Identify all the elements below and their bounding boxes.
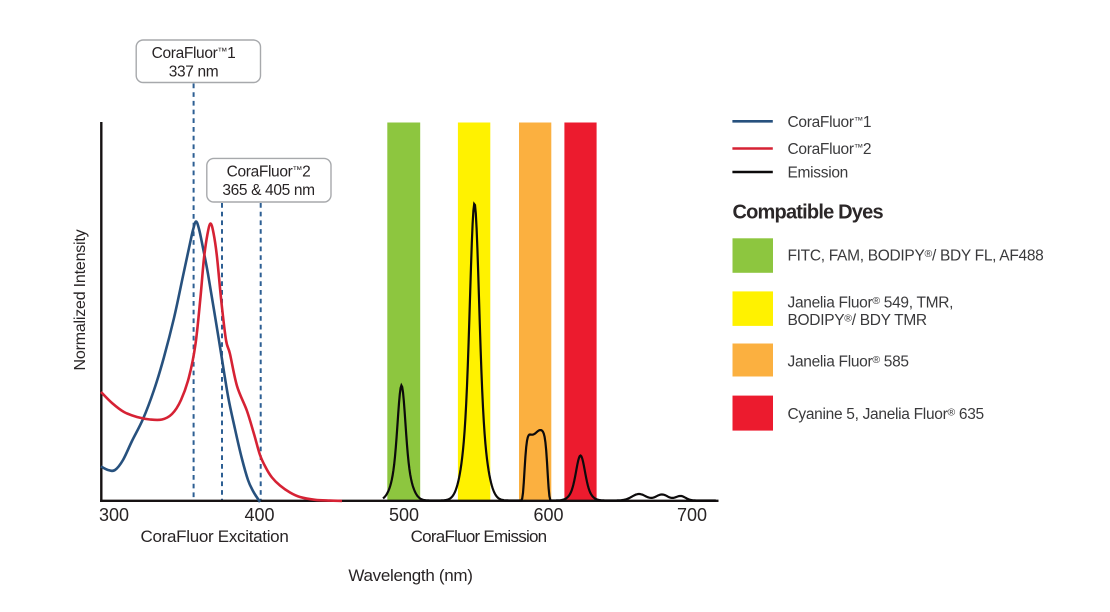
svg-text:CoraFluor Emission: CoraFluor Emission <box>411 527 547 546</box>
svg-text:BODIPY®/ BDY TMR: BODIPY®/ BDY TMR <box>788 312 927 329</box>
svg-text:Wavelength (nm): Wavelength (nm) <box>348 566 472 585</box>
svg-text:Emission: Emission <box>788 165 848 182</box>
svg-text:FITC, FAM, BODIPY®/ BDY FL, AF: FITC, FAM, BODIPY®/ BDY FL, AF488 <box>788 248 1044 265</box>
svg-text:700: 700 <box>677 505 707 525</box>
svg-text:500: 500 <box>389 505 419 525</box>
svg-text:Cyanine 5, Janelia Fluor® 635: Cyanine 5, Janelia Fluor® 635 <box>788 406 984 423</box>
svg-text:Janelia Fluor® 585: Janelia Fluor® 585 <box>788 353 909 370</box>
svg-text:CoraFluor™2: CoraFluor™2 <box>227 164 311 181</box>
svg-text:CoraFluor™1: CoraFluor™1 <box>152 45 236 62</box>
svg-text:CoraFluor™2: CoraFluor™2 <box>788 141 872 158</box>
svg-text:Normalized Intensity: Normalized Intensity <box>72 229 89 370</box>
svg-text:Compatible Dyes: Compatible Dyes <box>733 201 884 223</box>
svg-text:CoraFluor™1: CoraFluor™1 <box>788 114 872 131</box>
svg-text:400: 400 <box>244 505 274 525</box>
svg-text:Janelia Fluor® 549, TMR,: Janelia Fluor® 549, TMR, <box>788 295 954 312</box>
svg-text:CoraFluor Excitation: CoraFluor Excitation <box>140 527 288 546</box>
svg-text:337 nm: 337 nm <box>169 64 219 81</box>
svg-text:300: 300 <box>99 505 129 525</box>
svg-text:600: 600 <box>533 505 563 525</box>
svg-text:365 & 405 nm: 365 & 405 nm <box>222 182 314 199</box>
